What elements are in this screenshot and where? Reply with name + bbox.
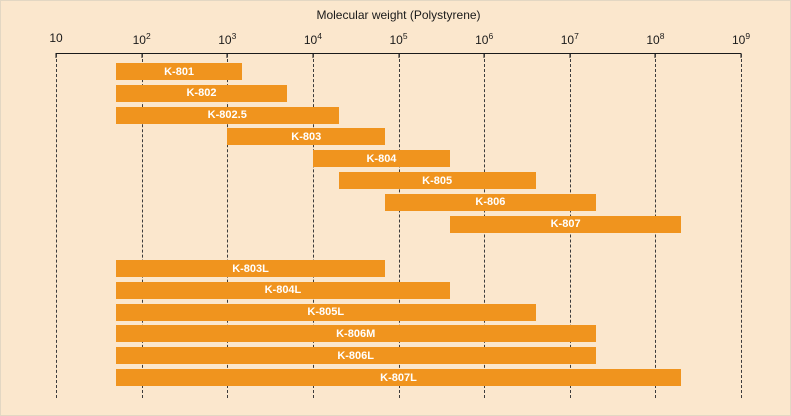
bar-label: K-802.5 — [207, 109, 247, 122]
gridline — [141, 54, 143, 398]
range-bar-k-802: K-802 — [115, 84, 288, 102]
axis-tick-label: 10 — [49, 31, 63, 45]
plot-area: 10 102 103 104 105 106 107 108 109 K-801 K-802 K-8… — [49, 1, 750, 415]
range-bar-k-807l: K-807L — [115, 369, 682, 386]
range-bar-k-806m: K-806M — [115, 325, 596, 343]
bar-label: K-803 — [291, 130, 322, 143]
bar-label: K-806 — [475, 196, 506, 209]
bar-label: K-803L — [232, 262, 269, 275]
axis-tick-label: 104 — [303, 31, 322, 47]
bar-label: K-802 — [186, 87, 217, 100]
range-bar-k-806: K-806 — [385, 193, 596, 211]
range-bar-k-805: K-805 — [338, 172, 536, 189]
bar-label: K-804 — [366, 152, 397, 165]
bar-label: K-805L — [307, 306, 345, 319]
gridline — [56, 54, 57, 398]
chart-title: Molecular weight (Polystyrene) — [316, 8, 481, 22]
range-bar-k-805l: K-805L — [115, 303, 536, 321]
axis-tick-label: 103 — [218, 31, 237, 47]
range-bar-k-801: K-801 — [115, 63, 243, 80]
bar-label: K-806L — [337, 349, 375, 362]
bar-label: K-807L — [380, 371, 417, 384]
axis-tick-label: 109 — [731, 31, 751, 47]
bar-label: K-806M — [336, 327, 376, 340]
axis-tick-label: 108 — [646, 31, 665, 47]
range-bar-k-806l: K-806L — [115, 347, 596, 365]
bar-label: K-801 — [164, 65, 195, 78]
range-bar-k-804l: K-804L — [115, 281, 451, 299]
bar-label: K-804L — [264, 284, 302, 297]
range-bar-k-804: K-804 — [312, 150, 451, 168]
bar-label: K-807 — [550, 218, 581, 231]
gridline — [398, 54, 400, 398]
axis-tick-label: 107 — [560, 31, 579, 47]
range-bar-k-807: K-807 — [450, 215, 682, 233]
range-bar-k-803l: K-803L — [115, 260, 386, 277]
gridline — [741, 54, 742, 398]
bar-label: K-805 — [422, 174, 453, 187]
axis-tick-label: 102 — [132, 31, 151, 47]
axis-tick-label: 105 — [389, 31, 408, 47]
range-bar-k-803: K-803 — [227, 128, 386, 146]
gridline — [312, 54, 314, 398]
gridline — [227, 54, 229, 398]
range-bar-k-802.5: K-802.5 — [115, 106, 339, 124]
axis-tick-label: 106 — [475, 31, 494, 47]
